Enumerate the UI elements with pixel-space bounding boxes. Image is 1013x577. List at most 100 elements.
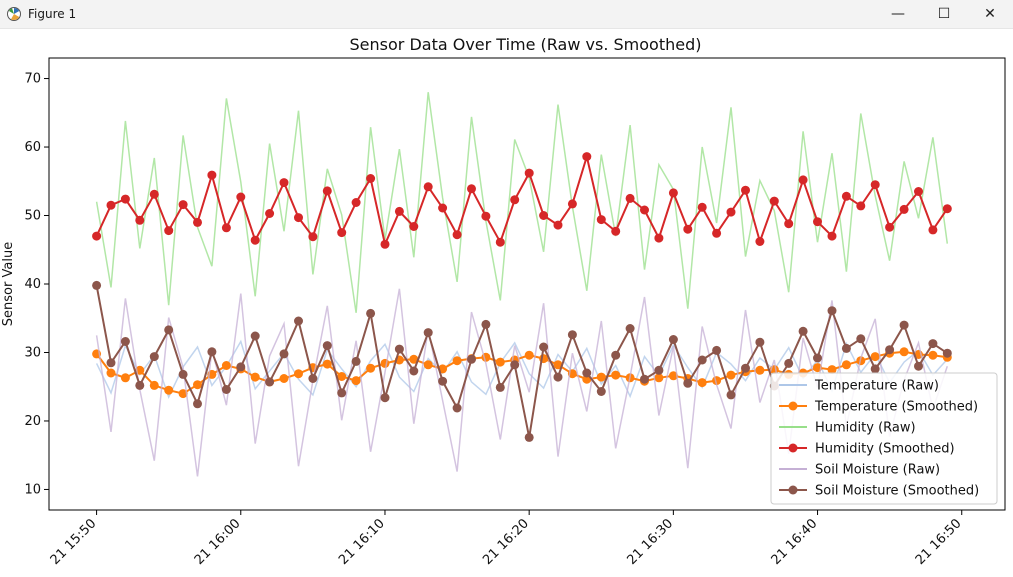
y-tick-label: 40 [24,277,41,292]
data-point [380,393,390,403]
data-point [221,385,231,394]
data-point [640,374,649,384]
close-button[interactable]: ✕ [984,6,996,22]
x-tick-label: 21 16:00 [192,516,244,568]
data-point [668,188,678,198]
data-point [467,184,476,194]
legend-label: Humidity (Raw) [815,421,916,436]
data-point [668,335,678,344]
data-point [250,331,260,341]
data-point [885,345,895,355]
data-point [582,368,592,378]
data-point [164,385,174,395]
data-point [841,191,851,201]
series-line [95,152,949,248]
data-point [178,389,188,399]
maximize-button[interactable]: ☐ [937,6,951,22]
data-point [221,223,231,233]
data-point [611,350,621,360]
series-line [95,92,949,313]
data-point [423,182,433,192]
data-point [279,178,289,188]
data-point [250,235,260,245]
data-point [784,358,794,368]
data-point [697,355,707,365]
x-tick-label: 21 16:40 [769,516,821,568]
data-point [409,366,419,376]
data-point [697,202,707,212]
data-point [438,203,448,213]
data-point [827,231,837,241]
data-point [164,325,174,335]
x-axis: 21 15:50 21 16:00 21 16:10 21 16:20 21 16:30… [48,510,965,568]
data-point [120,337,130,346]
data-point [640,205,649,215]
legend-label: Temperature (Raw) [814,379,939,394]
data-point [236,362,246,372]
data-point [712,345,722,355]
series-humidity-raw [95,92,949,313]
data-point [582,152,592,162]
data-point [351,198,361,207]
data-point [928,225,938,235]
data-point [452,356,462,366]
data-point [481,211,491,221]
data-point [827,306,837,316]
minimize-button[interactable]: — [891,6,905,22]
data-point [164,226,174,236]
window-controls: — ☐ ✕ [875,0,1013,28]
data-point [524,350,534,360]
data-point [452,230,462,240]
data-point [294,316,303,326]
data-point [294,213,303,223]
data-point [928,339,938,349]
legend-label: Temperature (Smoothed) [814,400,978,415]
data-point [596,215,606,225]
data-point [841,360,851,370]
y-tick-label: 50 [24,209,41,224]
data-point [366,363,376,373]
y-tick-label: 10 [24,482,41,497]
data-point [265,209,275,218]
data-point [366,308,376,318]
data-point [423,360,433,370]
data-point [870,352,880,362]
legend-entry: Soil Moisture (Smoothed) [779,484,979,499]
data-point [510,360,520,370]
x-tick-label: 21 16:50 [913,516,965,568]
data-point [942,348,952,358]
data-point [784,219,794,229]
x-tick-label: 21 15:50 [48,516,100,568]
data-point [149,352,159,362]
data-point [394,344,404,354]
window-titlebar: Figure 1 — ☐ ✕ [0,0,1013,29]
data-point [755,237,765,246]
legend-label: Soil Moisture (Raw) [815,463,940,478]
data-point [193,380,202,390]
y-tick-label: 20 [24,414,41,429]
data-point [553,220,563,230]
series-soil-moisture-raw [95,288,949,477]
data-point [149,380,159,390]
data-point [539,211,549,220]
data-point [438,376,448,386]
data-point [193,399,202,409]
data-point [567,330,577,340]
data-point [92,280,102,290]
data-point [322,341,332,351]
data-point [899,320,909,330]
series-line [95,288,949,477]
data-point [899,204,909,214]
data-point [712,228,722,238]
data-point [553,360,563,370]
data-point [467,354,476,364]
legend-label: Humidity (Smoothed) [815,442,955,457]
series-layer [92,92,952,477]
data-point [524,168,534,178]
data-point [741,363,750,373]
data-point [625,193,635,203]
legend-entry: Soil Moisture (Raw) [779,463,940,478]
data-point [813,217,822,227]
chart-title: Sensor Data Over Time (Raw vs. Smoothed) [350,35,702,54]
legend-entry: Temperature (Smoothed) [779,400,978,415]
